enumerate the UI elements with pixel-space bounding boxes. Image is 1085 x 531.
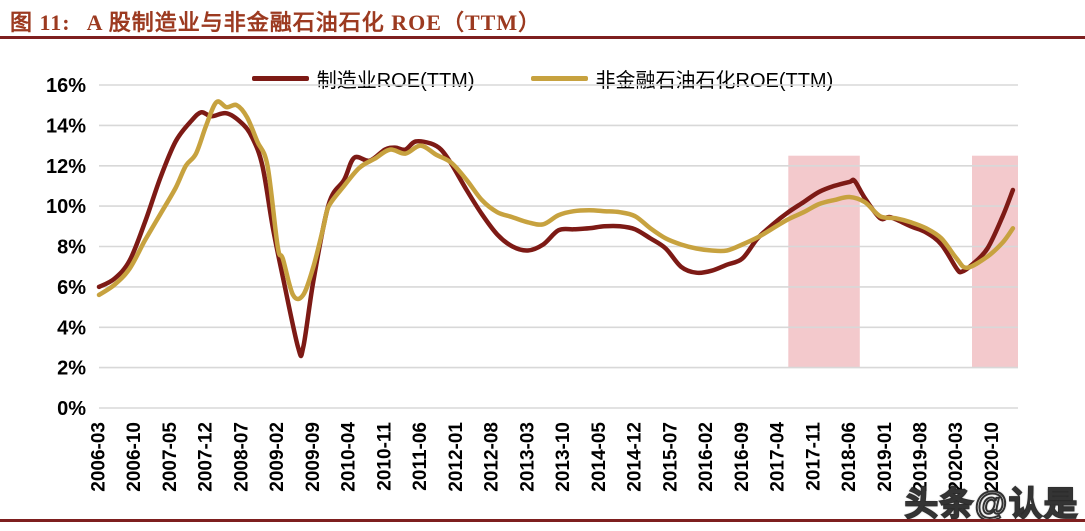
x-tick-label: 2016-02 — [696, 422, 717, 492]
series-line-petrochemical — [96, 99, 1016, 302]
x-tick-label: 2013-10 — [553, 422, 574, 492]
legend-label-manufacturing: 制造业ROE(TTM) — [316, 70, 475, 92]
x-tick-label: 2010-04 — [339, 422, 360, 492]
figure-number: 图 11: — [10, 10, 71, 35]
x-tick-label: 2011-06 — [410, 422, 431, 491]
x-tick-label: 2015-07 — [660, 422, 681, 492]
x-axis-labels: 2006-03 2006-10 2007-05 2007-12 2008-07 2009-… — [89, 422, 1004, 492]
x-tick-label: 2007-12 — [196, 422, 217, 492]
y-tick-label: 8% — [57, 237, 86, 259]
y-tick-label: 2% — [57, 358, 86, 380]
x-tick-label: 2016-09 — [732, 422, 753, 492]
bottom-divider-rule — [0, 519, 1085, 522]
chart-legend: 制造业ROE(TTM) 非金融石油石化ROE(TTM) — [0, 64, 1085, 93]
x-tick-label: 2019-08 — [911, 422, 932, 492]
x-tick-label: 2013-03 — [517, 422, 538, 492]
figure-title: 图 11: A 股制造业与非金融石油石化 ROE（TTM） — [10, 5, 541, 37]
x-tick-label: 2014-12 — [625, 422, 646, 492]
title-divider-rule — [0, 36, 1085, 39]
x-tick-label: 2019-01 — [875, 422, 896, 492]
legend-item-manufacturing: 制造业ROE(TTM) — [251, 64, 475, 93]
x-tick-label: 2014-05 — [589, 422, 610, 492]
y-tick-label: 4% — [57, 317, 86, 339]
figure-title-text: A 股制造业与非金融石油石化 ROE（TTM） — [86, 10, 542, 35]
x-tick-label: 2018-06 — [839, 422, 860, 492]
x-tick-label: 2012-01 — [446, 422, 467, 492]
x-tick-label: 2020-03 — [946, 422, 967, 492]
x-tick-label: 2006-03 — [89, 422, 110, 492]
watermark-text: 头条@认是 — [904, 484, 1079, 523]
x-tick-label: 2007-05 — [160, 422, 181, 492]
x-tick-label: 2017-04 — [768, 422, 789, 492]
y-tick-label: 6% — [57, 277, 86, 299]
legend-line-swatch-manufacturing — [251, 76, 309, 81]
y-tick-label: 14% — [46, 115, 86, 137]
y-gridlines — [99, 84, 1018, 409]
x-tick-label: 2010-11 — [374, 422, 395, 491]
y-tick-label: 16% — [46, 75, 86, 97]
y-tick-label: 10% — [46, 196, 86, 218]
legend-label-petrochemical: 非金融石油石化ROE(TTM) — [595, 70, 834, 92]
x-tick-label: 2009-09 — [303, 422, 324, 492]
x-tick-label: 2009-02 — [267, 422, 288, 492]
x-tick-label: 2017-11 — [803, 422, 824, 491]
legend-line-swatch-petrochemical — [530, 76, 588, 81]
y-tick-label: 0% — [57, 398, 86, 420]
y-tick-label: 12% — [46, 156, 86, 178]
legend-item-petrochemical: 非金融石油石化ROE(TTM) — [530, 64, 834, 93]
x-tick-label: 2008-07 — [232, 422, 253, 492]
x-tick-label: 2006-10 — [124, 422, 145, 492]
y-axis-labels: 16% 14% 12% 10% 8% 6% 4% 2% 0% — [46, 75, 86, 420]
series-line-manufacturing — [96, 109, 1016, 359]
x-tick-label: 2012-08 — [482, 422, 503, 492]
x-tick-label: 2020-10 — [982, 422, 1003, 492]
